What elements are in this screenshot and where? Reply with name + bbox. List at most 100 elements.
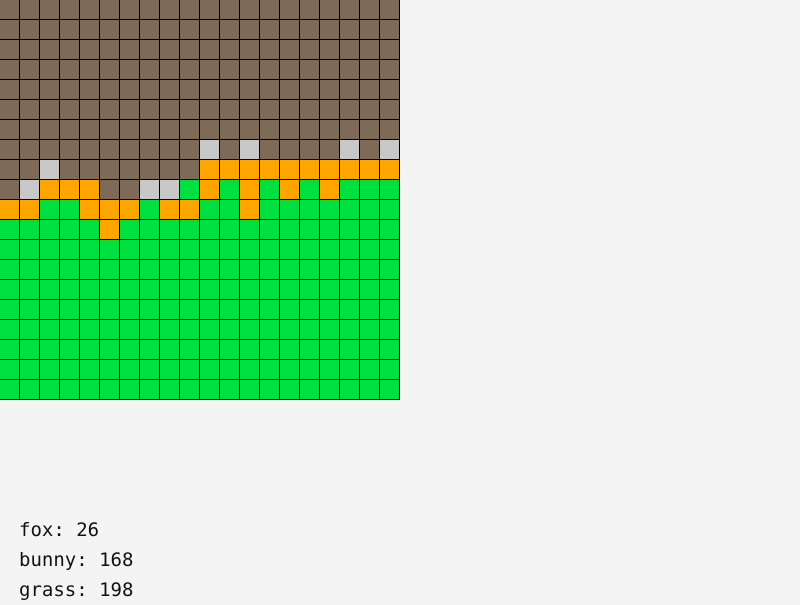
bunny-cell	[40, 180, 60, 200]
grass-cell	[380, 200, 400, 220]
dirt-cell	[140, 40, 160, 60]
dirt-cell	[80, 160, 100, 180]
dirt-cell	[360, 100, 380, 120]
grass-cell	[280, 340, 300, 360]
grass-cell	[80, 380, 100, 400]
dirt-cell	[320, 120, 340, 140]
dirt-cell	[120, 100, 140, 120]
grass-cell	[160, 280, 180, 300]
bunny-cell	[100, 220, 120, 240]
fox-count: fox: 26	[19, 519, 100, 541]
grass-cell	[140, 340, 160, 360]
grass-cell	[280, 200, 300, 220]
grass-cell	[360, 380, 380, 400]
grass-cell	[80, 340, 100, 360]
grass-cell	[260, 260, 280, 280]
grass-cell	[20, 380, 40, 400]
grass-cell	[380, 360, 400, 380]
grass-cell	[360, 220, 380, 240]
grass-cell	[260, 300, 280, 320]
grass-cell	[220, 220, 240, 240]
grass-cell	[100, 240, 120, 260]
grass-cell	[60, 360, 80, 380]
grass-cell	[80, 240, 100, 260]
grass-cell	[260, 240, 280, 260]
grass-cell	[100, 260, 120, 280]
grass-cell	[80, 320, 100, 340]
dirt-cell	[240, 40, 260, 60]
dirt-cell	[120, 160, 140, 180]
dirt-cell	[260, 80, 280, 100]
dirt-cell	[220, 40, 240, 60]
grass-cell	[200, 300, 220, 320]
grass-cell	[300, 180, 320, 200]
grass-cell	[200, 320, 220, 340]
dirt-cell	[360, 20, 380, 40]
grass-cell	[160, 260, 180, 280]
grass-cell	[340, 200, 360, 220]
dirt-cell	[80, 100, 100, 120]
grass-cell	[80, 220, 100, 240]
grass-cell	[60, 320, 80, 340]
bunny-cell	[320, 180, 340, 200]
grass-cell	[220, 340, 240, 360]
dirt-cell	[260, 100, 280, 120]
grass-cell	[180, 340, 200, 360]
dirt-cell	[180, 0, 200, 20]
grass-cell	[140, 240, 160, 260]
dirt-cell	[40, 140, 60, 160]
dirt-cell	[160, 80, 180, 100]
dirt-cell	[60, 100, 80, 120]
grass-cell	[120, 360, 140, 380]
grass-cell	[320, 360, 340, 380]
dirt-cell	[200, 100, 220, 120]
grass-cell	[140, 380, 160, 400]
grass-cell	[220, 240, 240, 260]
grass-cell	[140, 280, 160, 300]
grass-cell	[360, 240, 380, 260]
dirt-cell	[20, 60, 40, 80]
grass-cell	[220, 200, 240, 220]
dirt-cell	[100, 120, 120, 140]
dirt-cell	[320, 20, 340, 40]
dirt-cell	[180, 140, 200, 160]
dirt-cell	[20, 120, 40, 140]
dirt-cell	[160, 160, 180, 180]
grass-cell	[40, 200, 60, 220]
dirt-cell	[300, 140, 320, 160]
dirt-cell	[60, 80, 80, 100]
dirt-cell	[60, 140, 80, 160]
grass-cell	[300, 220, 320, 240]
grass-cell	[200, 340, 220, 360]
fox-cell	[160, 180, 180, 200]
grass-cell	[200, 380, 220, 400]
dirt-cell	[180, 100, 200, 120]
grass-cell	[80, 360, 100, 380]
bunny-cell	[240, 180, 260, 200]
grass-cell	[60, 300, 80, 320]
grass-cell	[340, 380, 360, 400]
dirt-cell	[200, 80, 220, 100]
dirt-cell	[180, 20, 200, 40]
grass-cell	[0, 300, 20, 320]
grass-cell	[340, 180, 360, 200]
bunny-cell	[300, 160, 320, 180]
dirt-cell	[380, 60, 400, 80]
grass-cell	[240, 320, 260, 340]
bunny-cell	[0, 200, 20, 220]
grass-count: grass: 198	[19, 579, 134, 601]
dirt-cell	[120, 80, 140, 100]
grass-cell	[280, 360, 300, 380]
grass-cell	[0, 260, 20, 280]
grass-cell	[320, 340, 340, 360]
grass-cell	[60, 340, 80, 360]
dirt-cell	[0, 20, 20, 40]
dirt-cell	[0, 40, 20, 60]
dirt-cell	[220, 20, 240, 40]
grass-cell	[380, 380, 400, 400]
bunny-cell	[200, 160, 220, 180]
grass-cell	[340, 240, 360, 260]
grass-cell	[240, 300, 260, 320]
dirt-cell	[80, 140, 100, 160]
dirt-cell	[320, 40, 340, 60]
